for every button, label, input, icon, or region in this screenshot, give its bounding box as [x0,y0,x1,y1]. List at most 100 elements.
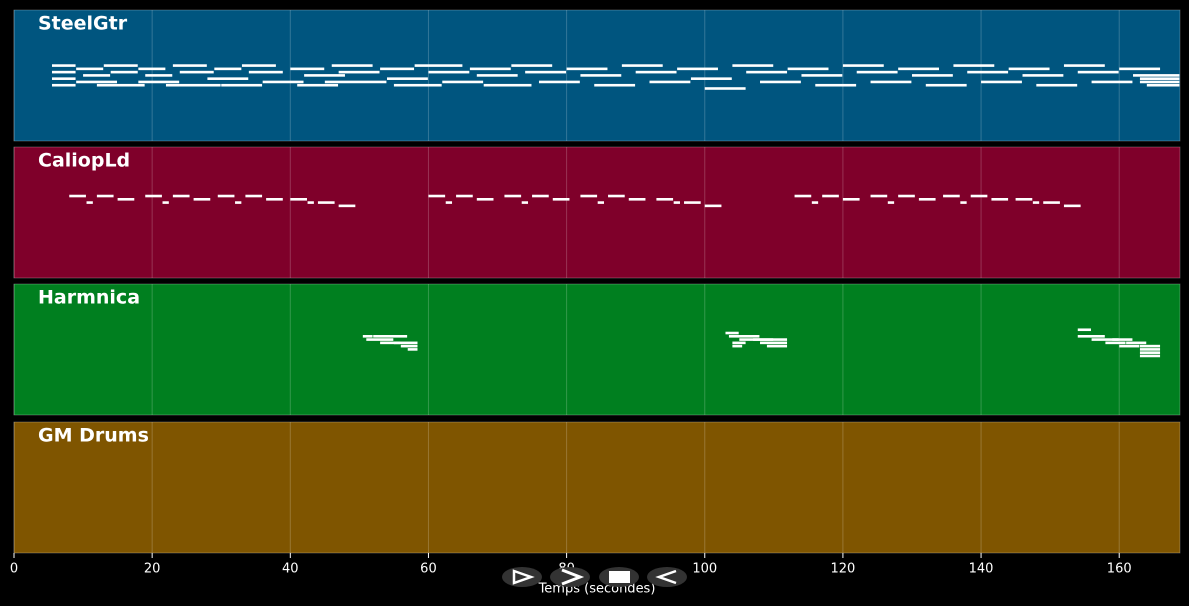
note [380,341,401,345]
note [338,204,356,208]
note [1022,74,1064,77]
note [297,83,339,87]
note [608,194,625,198]
note [1008,67,1050,71]
note [842,64,884,67]
note [918,198,936,201]
note [1105,341,1126,345]
note [1043,201,1060,204]
note [266,198,283,201]
note [635,70,677,74]
note [428,194,446,198]
note [179,70,214,74]
back-button[interactable] [647,567,687,587]
note [456,194,473,198]
note [1139,80,1180,84]
note [193,198,211,201]
note [732,344,743,348]
note [393,341,418,345]
track-title: SteelGtr [38,13,128,35]
note [953,64,995,67]
note [981,80,1022,84]
note [338,70,380,74]
play-button[interactable] [502,567,542,587]
note [673,201,680,204]
x-tick-label: 0 [10,562,18,577]
track-panel [13,283,1181,416]
track-title: GM Drums [38,425,149,447]
note [1126,341,1147,345]
x-tick-label: 100 [692,562,717,577]
note [521,201,529,204]
note [476,74,518,77]
note [145,74,173,77]
note [103,64,138,67]
stop-button[interactable] [599,567,639,587]
note [677,67,718,71]
note [235,201,242,204]
note [366,338,394,341]
note [538,80,580,84]
note [728,335,760,338]
note [393,83,442,87]
note [822,194,839,198]
note [753,338,788,341]
note [51,64,76,67]
note [760,341,788,345]
note [428,70,470,74]
forward-button[interactable] [550,567,590,587]
note [870,194,888,198]
note [580,194,598,198]
note [898,67,940,71]
note [566,67,608,71]
note [117,198,135,201]
note [1015,198,1033,201]
note [911,74,953,77]
x-tick-label: 120 [830,562,855,577]
note [815,83,857,87]
note [732,341,746,345]
note [414,64,463,67]
note [307,201,314,204]
note [138,67,166,71]
note [967,70,1009,74]
note [898,194,915,198]
note [580,74,622,77]
note [51,83,76,87]
note [172,194,190,198]
note [262,80,304,84]
note [960,201,967,204]
note [525,70,567,74]
note [887,201,895,204]
note [1112,338,1133,341]
note [69,194,86,198]
track-title: CaliopLd [38,150,130,172]
note [145,194,162,198]
x-tick-label: 60 [420,562,437,577]
track-panel [13,146,1181,279]
note [684,201,701,204]
note [746,70,788,74]
note [870,80,912,84]
note [732,64,774,67]
note [290,198,307,201]
note [842,198,860,201]
note [83,74,111,77]
note [760,80,801,84]
note [373,335,408,338]
note [442,80,484,84]
note [1139,354,1161,358]
note [794,194,812,198]
note [594,83,636,87]
note [532,194,549,198]
track-panel [13,421,1181,554]
note [690,77,732,80]
note [1077,335,1105,338]
note [51,77,76,80]
note [214,67,242,71]
note [407,348,418,351]
note [248,70,283,74]
note [1063,204,1081,208]
